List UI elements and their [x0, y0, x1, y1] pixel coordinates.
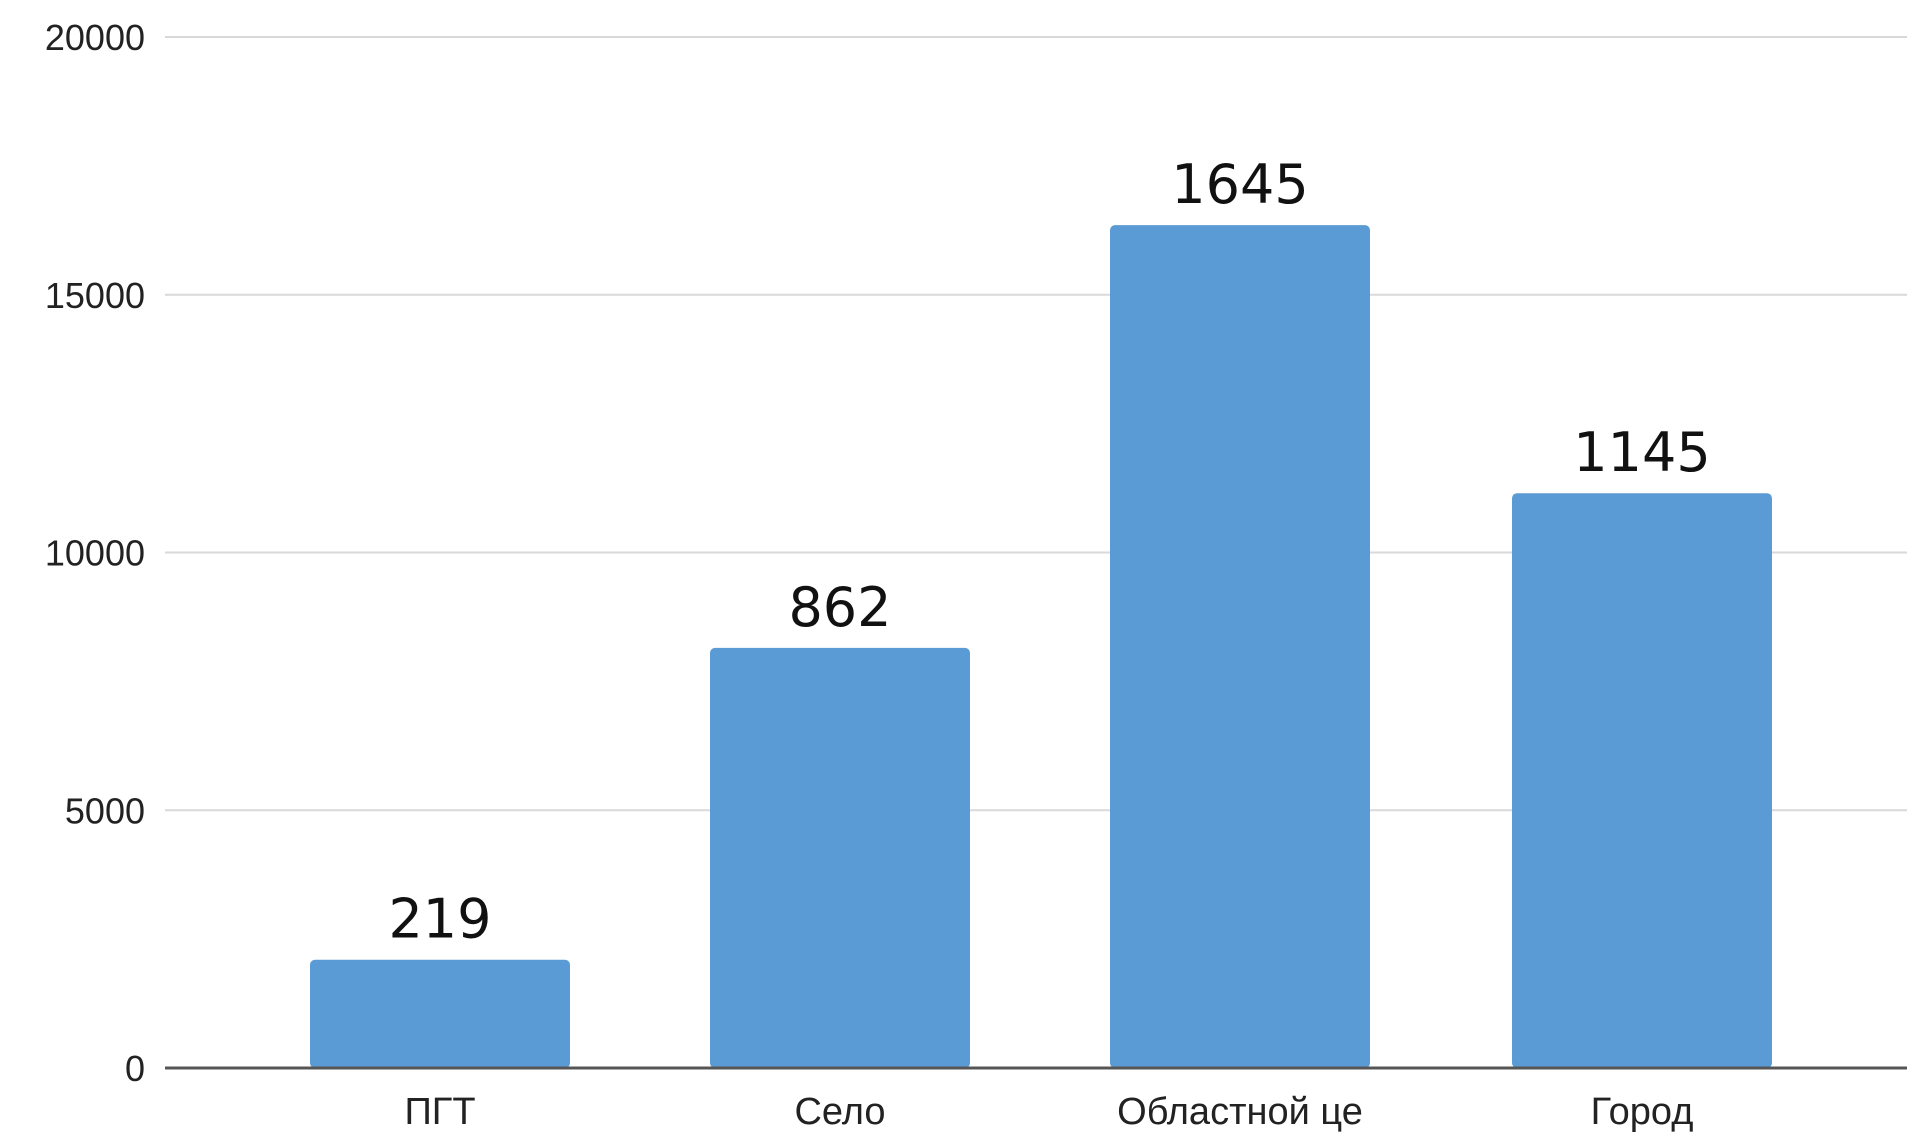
- bar: [710, 647, 970, 1068]
- data-label: 219: [388, 888, 491, 951]
- y-tick-label: 15000: [45, 275, 145, 316]
- y-tick-label: 0: [125, 1048, 145, 1089]
- bar: [1110, 225, 1370, 1069]
- x-tick-label: Село: [794, 1091, 885, 1133]
- data-label: 862: [788, 576, 891, 639]
- data-label: 1645: [1171, 153, 1308, 216]
- y-tick-label: 10000: [45, 533, 145, 574]
- data-label: 1145: [1573, 421, 1710, 484]
- labels-layer: 0 5000 10000 15000 20000 219 ПГТ 862 Село 1645 Обл…: [45, 17, 1711, 1133]
- y-tick-label: 20000: [45, 17, 145, 58]
- bars-layer: [310, 225, 1772, 1069]
- x-tick-label: Город: [1591, 1091, 1694, 1133]
- y-tick-label: 5000: [65, 790, 145, 831]
- x-tick-label: Областной це: [1117, 1091, 1363, 1133]
- bar: [1512, 493, 1772, 1068]
- x-tick-label: ПГТ: [404, 1091, 475, 1133]
- bar: [310, 959, 570, 1068]
